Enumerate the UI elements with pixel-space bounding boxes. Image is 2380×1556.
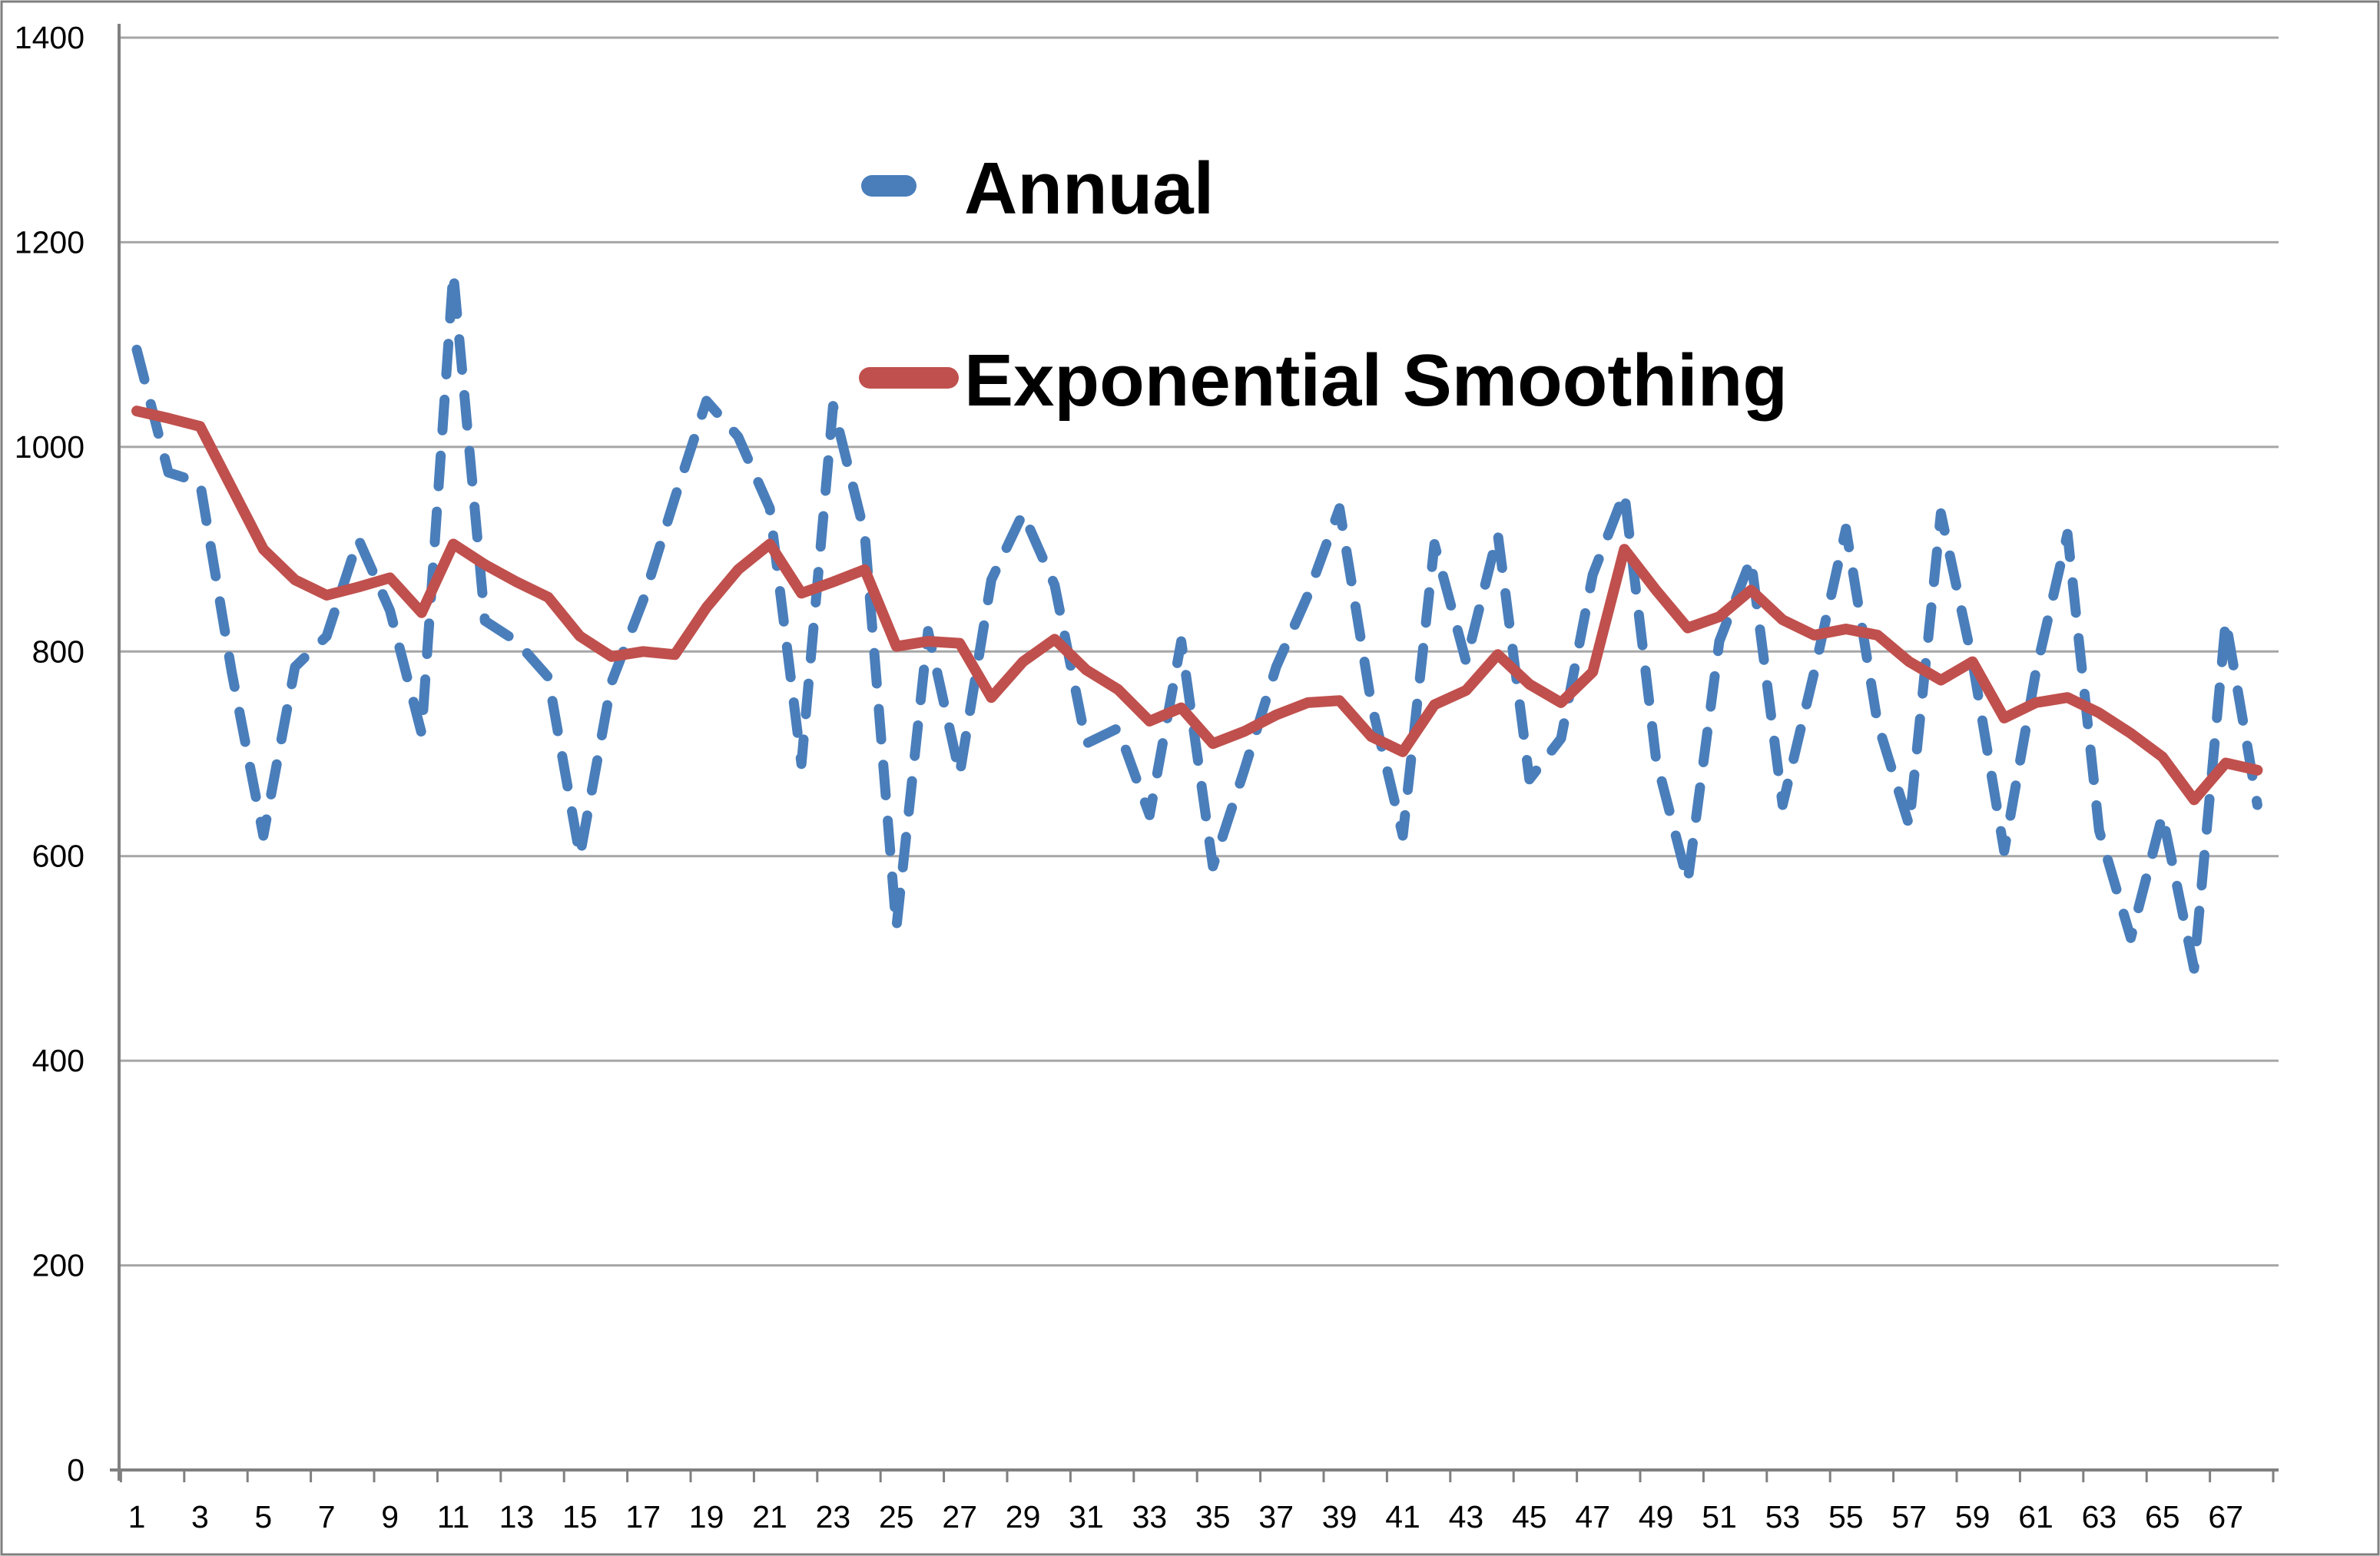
x-tick-label-41: 41 (1385, 1499, 1420, 1534)
x-tick-label-13: 13 (499, 1499, 535, 1534)
x-tick-label-53: 53 (1765, 1499, 1801, 1534)
legend-smoothing-label: Exponential Smoothing (964, 339, 1788, 422)
x-tick-label-35: 35 (1195, 1499, 1231, 1534)
x-tick-label-47: 47 (1575, 1499, 1610, 1534)
x-tick-label-65: 65 (2145, 1499, 2180, 1534)
x-tick-label-59: 59 (1955, 1499, 1991, 1534)
x-tick-label-7: 7 (318, 1499, 336, 1534)
x-tick-label-43: 43 (1449, 1499, 1484, 1534)
smoothing-series-line (131, 406, 2263, 806)
x-tick-label-39: 39 (1322, 1499, 1357, 1534)
x-tick-label-63: 63 (2082, 1499, 2117, 1534)
x-tick-label-37: 37 (1258, 1499, 1294, 1534)
x-tick-label-31: 31 (1069, 1499, 1104, 1534)
x-tick-label-23: 23 (816, 1499, 851, 1534)
x-axis-ticks (119, 1470, 2275, 1482)
smoothing-polyline (131, 406, 2263, 806)
x-tick-label-49: 49 (1639, 1499, 1674, 1534)
x-tick-label-19: 19 (689, 1499, 724, 1534)
x-tick-label-1: 1 (128, 1499, 146, 1534)
x-tick-label-29: 29 (1006, 1499, 1041, 1534)
y-axis-labels: 0 200 400 600 800 1000 1200 1400 (15, 20, 85, 1488)
y-tick-label-800: 800 (32, 634, 85, 669)
y-tick-label-400: 400 (32, 1043, 85, 1078)
annual-series-line (131, 267, 2262, 974)
x-tick-label-51: 51 (1702, 1499, 1737, 1534)
x-tick-label-27: 27 (942, 1499, 977, 1534)
x-tick-label-57: 57 (1891, 1499, 1927, 1534)
x-axis-labels: 1 3 5 7 9 11 13 15 17 19 21 23 25 27 29 31 33 35 37 39 41 43 4… (128, 1499, 2243, 1534)
legend-annual-marker (861, 175, 917, 197)
x-tick-label-67: 67 (2208, 1499, 2243, 1534)
x-tick-label-11: 11 (437, 1499, 470, 1534)
y-tick-label-1400: 1400 (15, 20, 85, 55)
x-tick-label-17: 17 (625, 1499, 661, 1534)
x-tick-label-15: 15 (562, 1499, 598, 1534)
y-tick-label-0: 0 (67, 1452, 85, 1488)
y-tick-label-600: 600 (32, 839, 85, 874)
x-tick-label-55: 55 (1828, 1499, 1864, 1534)
legend: Annual Exponential Smoothing (859, 147, 1788, 422)
y-tick-label-200: 200 (32, 1248, 85, 1283)
legend-smoothing-marker (859, 367, 959, 389)
x-tick-label-61: 61 (2018, 1499, 2053, 1534)
x-tick-label-9: 9 (381, 1499, 399, 1534)
x-tick-label-45: 45 (1512, 1499, 1547, 1534)
x-tick-label-25: 25 (879, 1499, 914, 1534)
x-tick-label-33: 33 (1132, 1499, 1168, 1534)
gridlines (110, 36, 2279, 1472)
x-tick-label-21: 21 (752, 1499, 787, 1534)
y-tick-label-1000: 1000 (15, 429, 85, 465)
legend-annual-label: Annual (964, 147, 1214, 230)
annual-polyline (131, 267, 2262, 974)
x-tick-label-3: 3 (191, 1499, 209, 1534)
x-tick-label-5: 5 (254, 1499, 272, 1534)
y-tick-label-1200: 1200 (15, 224, 85, 260)
